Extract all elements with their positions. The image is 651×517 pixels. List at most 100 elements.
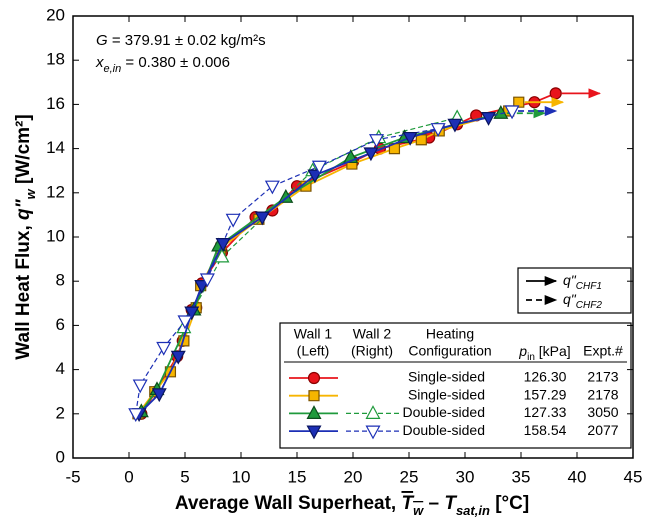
- y-axis-label-part: w: [23, 188, 38, 199]
- x-tick-label: 5: [180, 467, 189, 486]
- legend-header-part: in: [527, 352, 535, 363]
- y-tick-label: 10: [46, 226, 65, 245]
- legend-pressure: 126.30: [524, 369, 567, 385]
- y-tick-label: 2: [56, 403, 65, 422]
- annotation-part: = 379.91 ± 0.02 kg/m²s: [108, 32, 266, 49]
- x-axis-label-part: –: [423, 493, 444, 514]
- legend-pressure: 158.54: [524, 422, 567, 438]
- x-axis-label-part: Average Wall Superheat,: [175, 493, 402, 514]
- legend-header-part: p: [518, 343, 527, 359]
- arrow-legend-label-part: CHF1: [576, 281, 602, 292]
- legend-heating: Single-sided: [408, 369, 485, 385]
- marker: [307, 169, 323, 184]
- legend-expt: 2173: [587, 369, 618, 385]
- marker: [369, 134, 385, 149]
- marker: [504, 105, 520, 120]
- marker: [264, 180, 280, 195]
- x-tick-label: -5: [65, 467, 80, 486]
- x-axis-label-part: T: [444, 493, 457, 514]
- x-tick-label: 25: [400, 467, 419, 486]
- x-tick-label: 0: [124, 467, 133, 486]
- marker: [156, 341, 172, 356]
- marker: [307, 371, 321, 385]
- x-tick-label: 10: [232, 467, 251, 486]
- x-tick-label: 45: [624, 467, 643, 486]
- marker: [493, 104, 509, 119]
- x-axis-label-part: [°C]: [490, 493, 529, 514]
- y-axis-label: Wall Heat Flux, q"w [W/cm²]: [13, 114, 38, 359]
- arrow-legend-label-part: CHF2: [576, 300, 603, 311]
- marker: [365, 425, 381, 440]
- marker: [184, 306, 200, 321]
- legend-header: Wall 1: [294, 326, 333, 342]
- y-tick-label: 4: [56, 359, 65, 378]
- legend-heating: Single-sided: [408, 386, 485, 402]
- marker: [308, 390, 320, 402]
- legend-header: (Left): [297, 343, 330, 359]
- y-axis-label-part: [W/cm²]: [13, 114, 34, 189]
- legend-expt: 2178: [587, 386, 618, 402]
- y-axis-label-part: q": [13, 198, 34, 220]
- legend-box: [279, 322, 632, 449]
- marker: [447, 118, 463, 133]
- x-tick-label: 20: [344, 467, 363, 486]
- marker: [225, 213, 241, 228]
- series-line-dashed: [183, 117, 458, 328]
- legend-heating: Double-sided: [403, 422, 486, 438]
- x-axis-label-part: w: [413, 503, 424, 517]
- legend-pressure: 127.33: [524, 404, 567, 420]
- y-tick-label: 20: [46, 5, 65, 24]
- x-tick-label: 40: [568, 467, 587, 486]
- y-tick-label: 16: [46, 94, 65, 113]
- annotation-part: G: [96, 32, 108, 49]
- x-tick-label: 30: [456, 467, 475, 486]
- marker: [311, 160, 327, 175]
- y-tick-label: 6: [56, 315, 65, 334]
- legend-expt: 2077: [587, 422, 618, 438]
- marker: [132, 379, 148, 394]
- legend-expt: 3050: [587, 404, 618, 420]
- marker: [402, 131, 418, 146]
- marker: [513, 96, 525, 108]
- annotation-part: e,in: [104, 63, 122, 75]
- y-tick-label: 12: [46, 182, 65, 201]
- y-tick-label: 18: [46, 50, 65, 69]
- marker: [194, 280, 210, 294]
- marker: [549, 87, 562, 100]
- legend-header: (Right): [351, 343, 393, 359]
- y-tick-label: 14: [46, 138, 65, 157]
- y-tick-label: 8: [56, 271, 65, 290]
- legend-heating: Double-sided: [403, 404, 486, 420]
- arrow-legend-box: [517, 267, 632, 314]
- y-tick-label: 0: [56, 447, 65, 466]
- annotation-part: = 0.380 ± 0.006: [121, 54, 230, 71]
- series-line: [138, 116, 489, 415]
- x-axis-label: Average Wall Superheat, Tw – Tsat,in [°C…: [175, 493, 529, 517]
- marker: [128, 408, 144, 423]
- legend-header: Configuration: [408, 343, 491, 359]
- legend-header: pin [kPa]: [518, 343, 570, 363]
- annotation: xe,in = 0.380 ± 0.006: [95, 54, 230, 75]
- y-axis-label-part: Wall Heat Flux,: [13, 220, 34, 360]
- marker: [481, 112, 497, 126]
- legend-pressure: 157.29: [524, 386, 567, 402]
- x-tick-label: 15: [288, 467, 307, 486]
- legend-header: Heating: [426, 326, 474, 342]
- marker: [430, 123, 446, 137]
- marker: [177, 315, 193, 330]
- x-axis-label-part: sat,in: [456, 503, 490, 517]
- annotation: G = 379.91 ± 0.02 kg/m²s: [96, 32, 266, 49]
- marker: [363, 147, 379, 162]
- marker: [151, 388, 167, 403]
- series-line: [140, 112, 502, 413]
- x-axis-label-part: T: [401, 493, 414, 514]
- legend-header-part: [kPa]: [535, 343, 571, 359]
- marker: [306, 425, 322, 440]
- arrow-legend-label: q"CHF2: [563, 291, 602, 311]
- marker: [306, 405, 322, 419]
- arrow-legend-label-part: q": [563, 291, 577, 307]
- legend-header: Wall 2: [353, 326, 392, 342]
- annotation-part: x: [95, 54, 104, 71]
- marker: [199, 273, 215, 288]
